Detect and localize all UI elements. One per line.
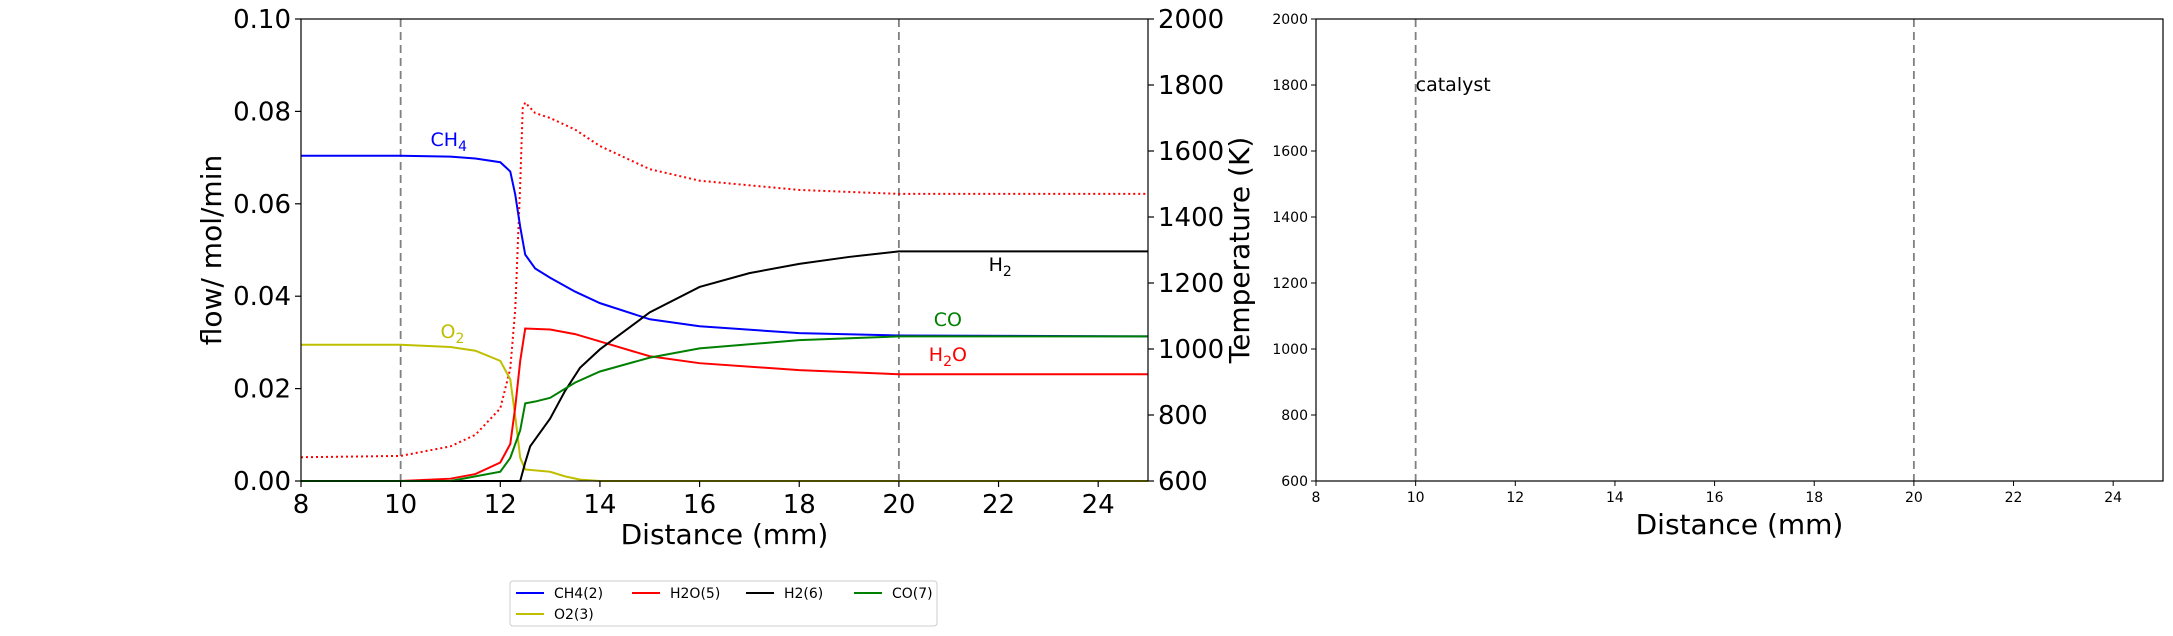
x-tick-label: 24 xyxy=(2104,490,2122,506)
legend-label-4: O2(3) xyxy=(554,607,594,623)
x-tick-label: 8 xyxy=(1312,490,1321,506)
x-tick-label: 8 xyxy=(293,490,310,520)
y-tick-label: 1600 xyxy=(1272,144,1308,160)
legend-box xyxy=(509,580,938,627)
y-tick-label: 600 xyxy=(1281,474,1308,490)
series-line-3 xyxy=(301,250,1148,482)
legend-label-3: CO(7) xyxy=(892,586,933,602)
y-tick-label: 0.04 xyxy=(233,282,291,312)
y-tick-label: 2000 xyxy=(1272,12,1308,28)
y-tick-label: 1400 xyxy=(1272,210,1308,226)
x-tick-label: 14 xyxy=(1606,490,1624,506)
y-tick-label: 1800 xyxy=(1272,78,1308,94)
y-tick-label: 0.02 xyxy=(233,375,291,405)
y2-tick-label: 800 xyxy=(1158,401,1208,431)
y2-tick-label: 1400 xyxy=(1158,203,1224,233)
y2-tick-label: 600 xyxy=(1158,467,1208,497)
y-tick-label: 0.10 xyxy=(233,5,291,35)
y-tick-label: 0.00 xyxy=(233,467,291,497)
x-tick-label: 16 xyxy=(683,490,716,520)
right-chart-panel: 8 10 12 14 16 18 20 22 24 600 800 1000 1200 1400 1600 1… xyxy=(1272,12,2164,541)
annotation-1: O2 xyxy=(441,321,465,347)
y-tick-label: 0.06 xyxy=(233,190,291,220)
legend: CH4(2) H2O(5) H2(6) CO(7) O2(3) xyxy=(509,580,938,627)
annotation-4: H2O xyxy=(929,344,967,370)
y2-tick-label: 1000 xyxy=(1158,335,1224,365)
x-tick-label: 18 xyxy=(783,490,816,520)
y-tick-label: 0.08 xyxy=(233,97,291,127)
y-tick-label: 1000 xyxy=(1272,342,1308,358)
x-tick-label: 22 xyxy=(2005,490,2023,506)
x-tick-label: 20 xyxy=(1905,490,1923,506)
x-axis-label: Distance (mm) xyxy=(621,518,829,551)
legend-label-1: H2O(5) xyxy=(670,586,720,602)
plot-frame xyxy=(1315,18,2164,482)
x-tick-label: 10 xyxy=(1407,490,1425,506)
x-tick-label: 18 xyxy=(1805,490,1823,506)
y2-tick-label: 1200 xyxy=(1158,269,1224,299)
catalyst-annotation: catalyst xyxy=(1416,74,1491,96)
annotation-0: CH4 xyxy=(431,129,468,155)
annotation-2: H2 xyxy=(989,254,1012,280)
x-tick-label: 10 xyxy=(384,490,417,520)
left-chart-panel: 8 10 12 14 16 18 20 22 24 0.00 0.02 0.04 0.06 0.08 0.1… xyxy=(195,5,1256,551)
x-axis-label: Distance (mm) xyxy=(1636,508,1844,541)
legend-label-2: H2(6) xyxy=(784,586,823,602)
x-tick-label: 16 xyxy=(1706,490,1724,506)
y2-axis-label: Temperature (K) xyxy=(1223,137,1256,364)
x-tick-label: 22 xyxy=(982,490,1015,520)
series-line-0 xyxy=(301,154,1149,338)
x-tick-label: 20 xyxy=(882,490,915,520)
legend-label-0: CH4(2) xyxy=(554,586,603,602)
y2-tick-label: 2000 xyxy=(1158,5,1224,35)
plot-frame xyxy=(300,18,1149,482)
y-tick-label: 800 xyxy=(1281,408,1308,424)
y-tick-label: 1200 xyxy=(1272,276,1308,292)
x-tick-label: 12 xyxy=(484,490,517,520)
temperature-line xyxy=(300,100,1148,459)
y2-tick-label: 1600 xyxy=(1158,137,1224,167)
annotation-3: CO xyxy=(934,309,962,331)
x-tick-label: 12 xyxy=(1506,490,1524,506)
series-line-2 xyxy=(301,327,1148,482)
x-tick-label: 14 xyxy=(583,490,616,520)
x-tick-label: 24 xyxy=(1082,490,1115,520)
series-line-4 xyxy=(301,335,1148,482)
y-axis-label: flow/ mol/min xyxy=(195,155,228,345)
y2-tick-label: 1800 xyxy=(1158,71,1224,101)
